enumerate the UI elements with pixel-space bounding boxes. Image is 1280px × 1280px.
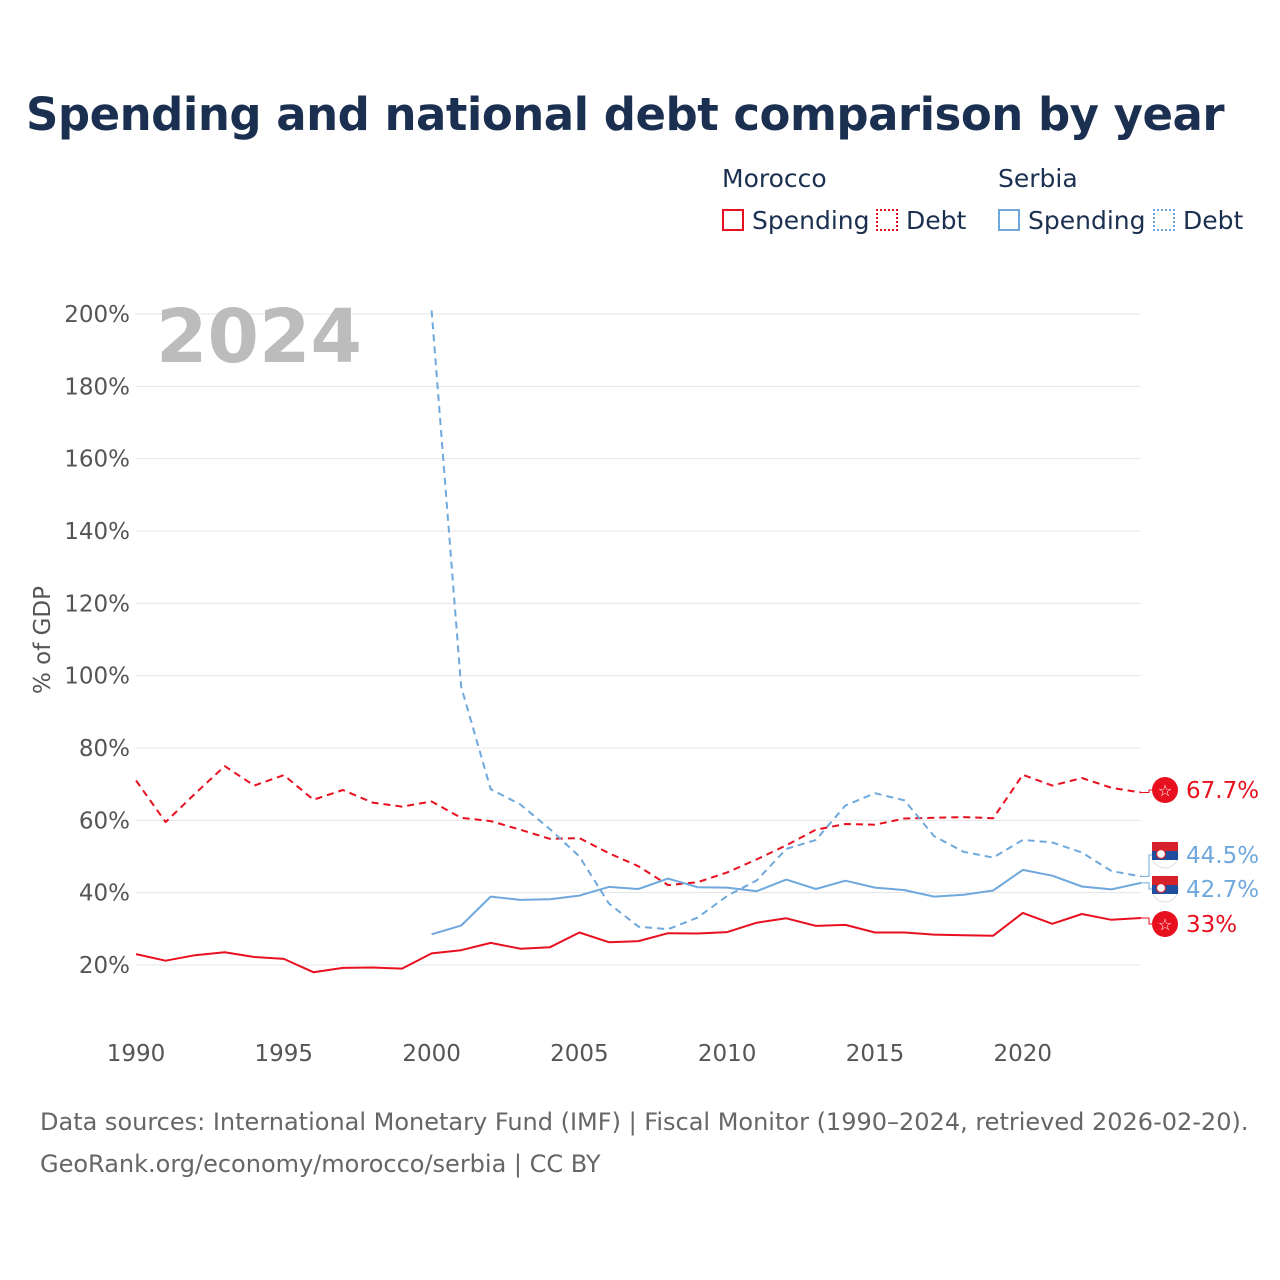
end-value-label: 44.5% [1186, 843, 1259, 869]
series-line-morocco-debt [135, 765, 1142, 887]
coat-of-arms-icon [1155, 848, 1167, 860]
line-chart: 20% 40% 60% 80% 100% 120% 140% 160% 180% 200% 199… [30, 294, 1259, 1067]
y-tick-label: 80% [79, 736, 130, 762]
flag-stripe-red [1152, 842, 1178, 851]
series-line-serbia-spending [431, 868, 1142, 936]
end-connector [1141, 854, 1152, 877]
legend-group-serbia: Serbia [998, 164, 1078, 193]
y-tick-label: 200% [64, 302, 130, 328]
x-tick-label: 2000 [402, 1041, 461, 1067]
star-icon: ☆ [1158, 915, 1172, 934]
legend-morocco-spending[interactable]: Spending [722, 205, 870, 235]
end-connector [1141, 882, 1152, 890]
series-line-morocco-spending [135, 911, 1142, 974]
chart-title: Spending and national debt comparison by… [26, 88, 1225, 141]
end-value-label: 33% [1186, 912, 1237, 938]
x-tick-label: 2005 [550, 1041, 609, 1067]
end-labels: ☆ 33% ☆ 67.7% 42.7% 44.5% [1141, 777, 1259, 938]
footer-link[interactable]: GeoRank.org/economy/morocco/serbia | CC … [40, 1150, 601, 1178]
y-axis-label: % of GDP [30, 586, 56, 694]
legend-group-morocco: Morocco [722, 164, 827, 193]
legend-label: Debt [1183, 205, 1244, 235]
x-tick-label: 2015 [846, 1041, 905, 1067]
legend-serbia-debt[interactable]: Debt [1153, 205, 1243, 235]
series-line-serbia-debt [430, 310, 1142, 931]
legend-swatch-dotted [876, 209, 898, 231]
legend-label: Spending [1028, 205, 1146, 235]
y-tick-label: 60% [79, 808, 130, 834]
star-icon: ☆ [1158, 781, 1172, 800]
x-tick-label: 2020 [993, 1041, 1052, 1067]
y-tick-label: 180% [64, 374, 130, 400]
y-axis-ticks: 20% 40% 60% 80% 100% 120% 140% 160% 180% 200% [64, 302, 130, 979]
x-tick-label: 1995 [255, 1041, 314, 1067]
y-tick-label: 120% [64, 591, 130, 617]
end-connector [1141, 917, 1152, 925]
y-tick-label: 140% [64, 519, 130, 545]
y-tick-label: 160% [64, 447, 130, 473]
flag-stripe-red [1152, 876, 1178, 885]
x-tick-label: 2010 [698, 1041, 757, 1067]
legend-serbia-spending[interactable]: Spending [998, 205, 1146, 235]
end-connector [1141, 789, 1152, 793]
footer-sources: Data sources: International Monetary Fun… [40, 1108, 1249, 1136]
morocco-flag-icon [1152, 911, 1178, 937]
legend-swatch-solid [998, 209, 1020, 231]
legend-label: Spending [752, 205, 870, 235]
series [135, 310, 1142, 974]
morocco-flag-icon [1152, 777, 1178, 803]
end-value-label: 42.7% [1186, 877, 1259, 903]
legend-morocco-debt[interactable]: Debt [876, 205, 966, 235]
end-value-label: 67.7% [1186, 778, 1259, 804]
y-tick-label: 20% [79, 953, 130, 979]
coat-of-arms-icon [1155, 882, 1167, 894]
y-tick-label: 40% [79, 881, 130, 907]
year-watermark: 2024 [156, 294, 362, 380]
legend-swatch-solid [722, 209, 744, 231]
legend-label: Debt [906, 205, 967, 235]
x-tick-label: 1990 [107, 1041, 166, 1067]
legend-swatch-dotted [1153, 209, 1175, 231]
y-tick-label: 100% [64, 664, 130, 690]
x-axis-ticks: 1990 1995 2000 2005 2010 2015 2020 [107, 1041, 1052, 1067]
